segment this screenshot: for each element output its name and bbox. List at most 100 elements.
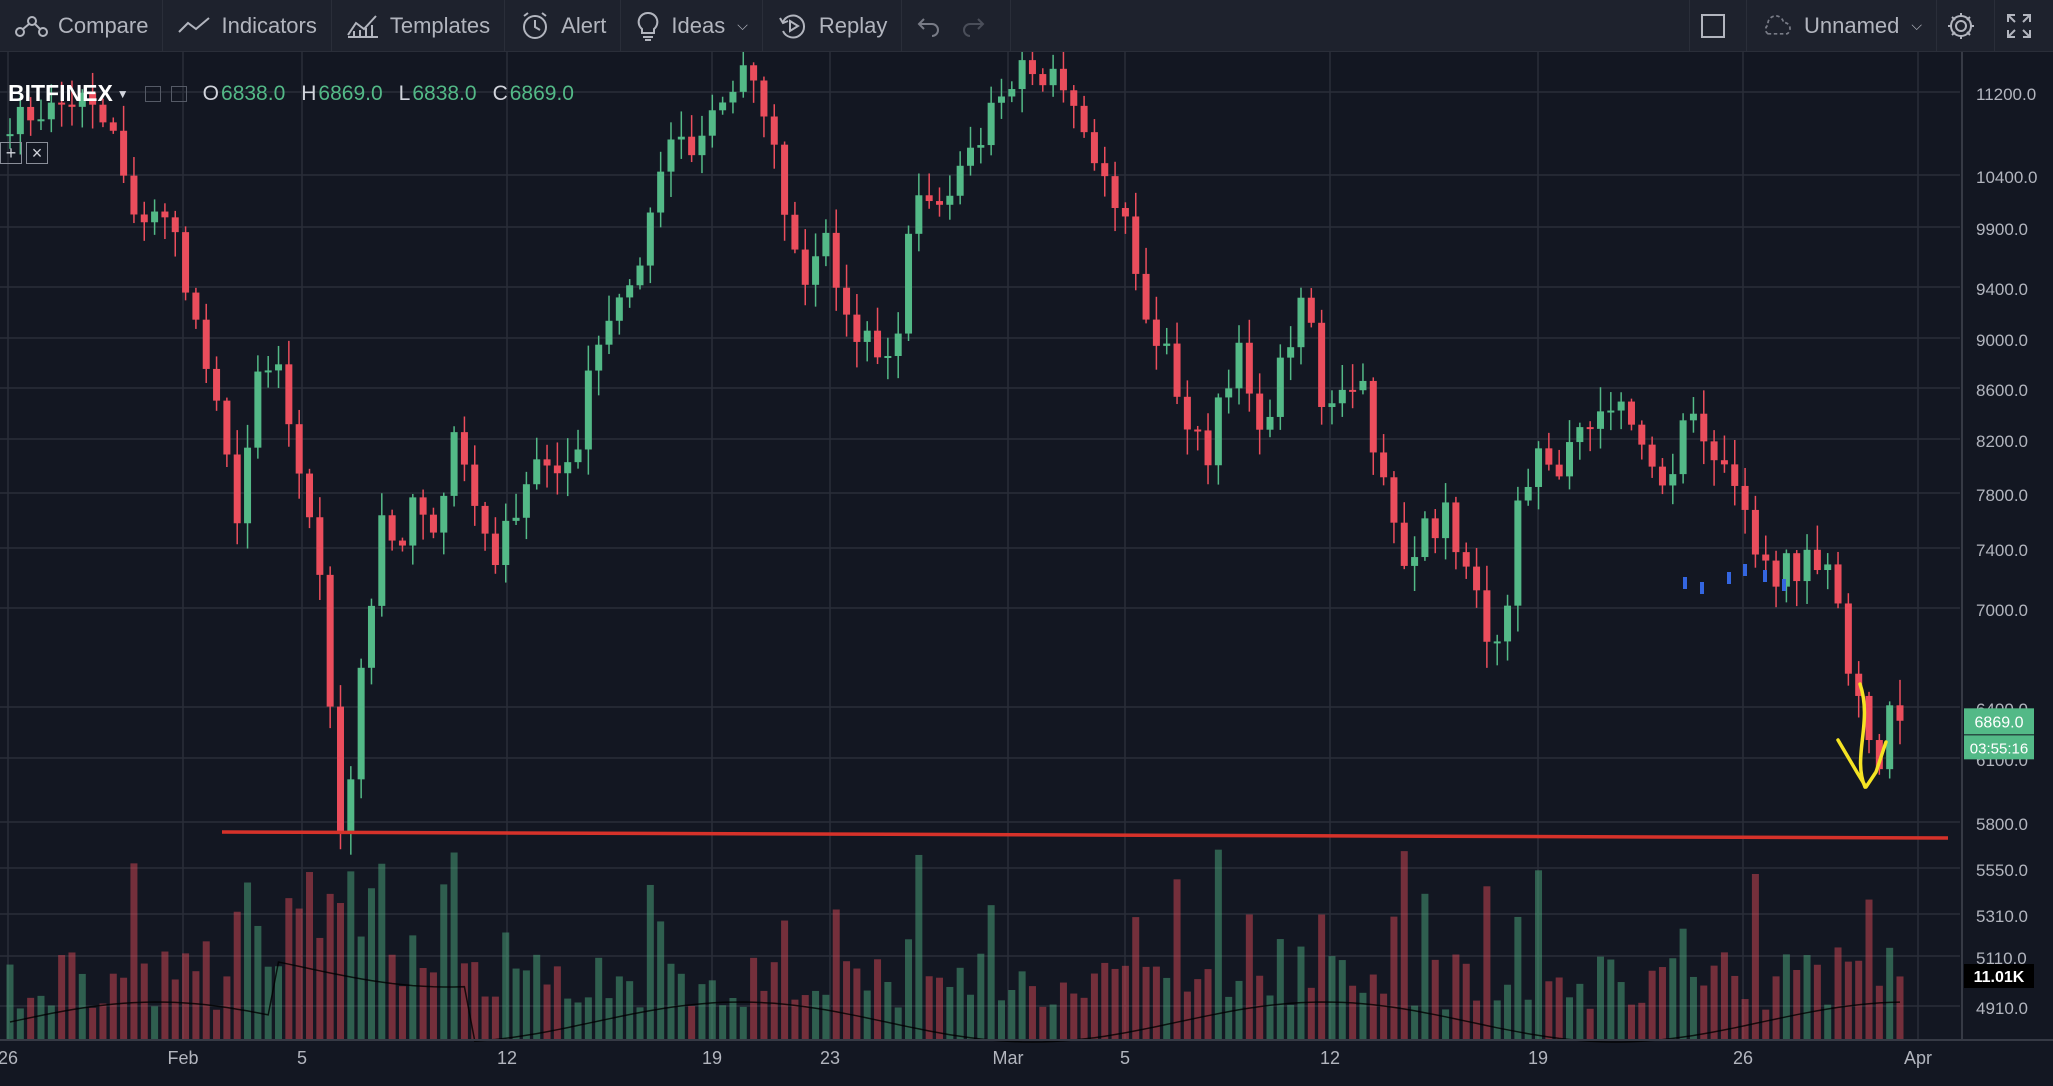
candle-body xyxy=(47,102,55,120)
indicators-button[interactable]: Indicators xyxy=(163,0,332,52)
templates-button[interactable]: Templates xyxy=(332,0,506,52)
candle-body xyxy=(1772,560,1780,587)
candle-body xyxy=(409,497,417,546)
volume-bar xyxy=(326,893,334,1040)
volume-bar xyxy=(1865,899,1873,1040)
symbol-name[interactable]: BITFINEX xyxy=(8,80,113,106)
candle-body xyxy=(863,330,871,342)
volume-bar xyxy=(1090,973,1098,1040)
candle-body xyxy=(812,256,820,285)
candle-body xyxy=(1545,448,1553,465)
volume-bar xyxy=(213,1009,221,1040)
volume-bar xyxy=(471,962,479,1040)
ideas-button[interactable]: Ideas ⌵ xyxy=(621,0,763,52)
yellow-arrow-head xyxy=(1836,738,1888,789)
volume-bar xyxy=(1493,1000,1501,1040)
candle-body xyxy=(285,364,293,425)
volume-bar xyxy=(1462,963,1470,1040)
settings-button[interactable] xyxy=(1937,0,1995,52)
volume-bar xyxy=(1163,977,1171,1040)
price-axis[interactable]: 11200.0 10400.0 9900.0 9400.0 9000.0 8600.0 82… xyxy=(1961,52,2053,1086)
volume-bar xyxy=(1431,959,1439,1040)
volume-bar xyxy=(719,1005,727,1040)
volume-bar xyxy=(1132,917,1140,1040)
volume-bar xyxy=(1545,981,1553,1040)
compare-button[interactable]: Compare xyxy=(0,0,164,52)
volume-bar xyxy=(1504,984,1512,1040)
volume-bar xyxy=(1452,954,1460,1040)
volume-bar xyxy=(1245,914,1253,1040)
candle-body xyxy=(27,106,35,121)
layout-name-button[interactable]: Unnamed ⌵ xyxy=(1747,0,1937,52)
price-tick-label: 5310.0 xyxy=(1976,907,2028,926)
candle-body xyxy=(295,424,303,474)
volume-tag xyxy=(1964,964,2034,988)
candle-body xyxy=(584,370,592,450)
candle-body xyxy=(719,102,727,111)
volume-bar xyxy=(626,981,634,1040)
time-tick-label: Mar xyxy=(993,1048,1024,1068)
candle-body xyxy=(1535,448,1543,487)
candle-body xyxy=(275,364,283,371)
candle-body xyxy=(1039,74,1047,86)
settings-mini-icon[interactable] xyxy=(144,85,161,102)
volume-bar xyxy=(99,1003,107,1040)
chevron-down-icon[interactable]: ⌵ xyxy=(737,17,748,33)
price-axis-bg xyxy=(1962,52,2053,1086)
close-icon[interactable]: × xyxy=(26,142,48,164)
candle-body xyxy=(202,319,210,369)
volume-bar xyxy=(966,994,974,1040)
candle-body xyxy=(306,473,314,518)
price-chart[interactable]: 11200.0 10400.0 9900.0 9400.0 9000.0 8600.0 82… xyxy=(0,52,2053,1086)
time-tick-label: 12 xyxy=(497,1048,517,1068)
volume-bar xyxy=(1658,967,1666,1040)
volume-bar xyxy=(925,976,933,1040)
candle-body xyxy=(1452,502,1460,553)
fullscreen-button[interactable] xyxy=(1995,0,2053,52)
volume-bar xyxy=(698,984,706,1040)
chart-area[interactable]: 11200.0 10400.0 9900.0 9400.0 9000.0 8600.0 82… xyxy=(0,52,2053,1086)
candle-body xyxy=(636,265,644,286)
candle-body xyxy=(254,371,262,448)
candle-body xyxy=(739,65,747,92)
volume-bar xyxy=(863,990,871,1040)
volume-bar xyxy=(275,966,283,1040)
candle-body xyxy=(78,92,86,107)
high-label: H xyxy=(301,81,317,105)
support-line xyxy=(221,830,1949,840)
volume-bar xyxy=(295,908,303,1040)
time-axis[interactable]: 26 Feb 5 12 19 23 Mar 5 12 19 26 Apr xyxy=(0,1039,2053,1068)
candle-body xyxy=(843,287,851,315)
volume-bar xyxy=(1142,966,1150,1040)
candle-body xyxy=(853,314,861,342)
fullscreen-square-button[interactable] xyxy=(1689,0,1747,52)
candle-body xyxy=(326,574,334,707)
price-tick-label: 7000.0 xyxy=(1976,601,2028,620)
volume-bar xyxy=(1307,987,1315,1040)
chevron-down-icon[interactable]: ▼ xyxy=(116,86,129,101)
add-icon[interactable]: + xyxy=(0,142,22,164)
candle-body xyxy=(1297,297,1305,348)
candle-body xyxy=(316,517,324,575)
chevron-down-icon: ⌵ xyxy=(1911,17,1922,33)
eye-mini-icon[interactable] xyxy=(170,85,187,102)
candle-body xyxy=(791,214,799,250)
candle-body xyxy=(419,497,427,515)
candle-body xyxy=(58,102,66,105)
candle-body xyxy=(89,92,97,105)
candle-body xyxy=(1824,564,1832,571)
candle-body xyxy=(801,249,809,285)
price-tick-label: 7800.0 xyxy=(1976,486,2028,505)
candle-body xyxy=(977,145,985,148)
candle-body xyxy=(1256,393,1264,430)
alert-button[interactable]: Alert xyxy=(505,0,622,52)
undo-icon[interactable] xyxy=(916,15,942,37)
candle-body xyxy=(822,232,830,257)
volume-bar xyxy=(1483,886,1491,1040)
candle-body xyxy=(233,454,241,524)
volume-bar xyxy=(244,882,252,1040)
redo-icon[interactable] xyxy=(960,15,986,37)
candle-body xyxy=(915,195,923,234)
candle-body xyxy=(1514,500,1522,606)
replay-button[interactable]: Replay xyxy=(763,0,903,52)
